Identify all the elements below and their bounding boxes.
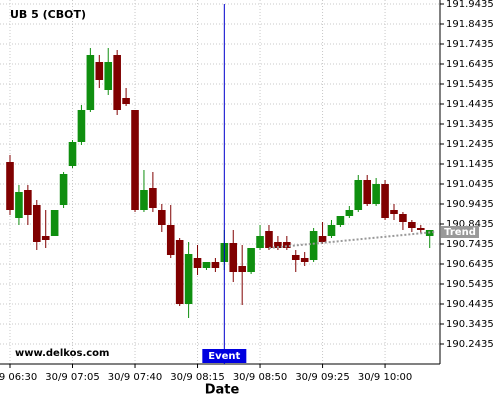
candle-body [59,174,68,205]
candle-body [238,266,246,272]
x-tick-label: 30/9 10:00 [358,372,412,383]
candle-body [372,184,380,204]
y-tick-label: 191.1435 [446,159,494,170]
candle-body [184,254,193,304]
x-tick-label: 30/9 07:05 [45,372,99,383]
y-tick-label: 191.0435 [446,179,494,190]
trend-label-box [441,226,479,238]
candle-body [193,258,202,268]
candle-body [95,62,104,80]
trend-line [268,231,435,249]
candle-body [291,255,300,260]
candle-body [300,258,309,262]
y-tick-label: 191.3435 [446,119,494,130]
y-tick-label: 190.7435 [446,239,494,250]
y-tick-label: 191.9435 [446,0,494,10]
candle-body [256,236,264,248]
candle-body [32,205,41,242]
x-tick-label: 30/9 08:15 [170,372,224,383]
candle-body [229,243,238,272]
candle-body [354,180,363,210]
event-label-box [202,349,247,363]
candle-body [399,214,407,222]
y-tick-label: 191.5435 [446,79,494,90]
watermark: www.delkos.com [15,348,109,359]
candle-body [68,142,77,166]
candle-body [363,180,371,204]
candle-body [122,98,130,104]
x-tick-label: 30/9 07:40 [108,372,162,383]
y-tick-label: 191.4435 [446,99,494,110]
candle-body [247,248,255,272]
candle-body [166,225,175,255]
y-tick-label: 190.5435 [446,279,494,290]
candle-body [416,228,425,230]
candle-body [327,225,336,236]
y-tick-label: 190.8435 [446,219,494,230]
candle-body [50,210,59,236]
candle-body [41,236,50,240]
candle-body [77,110,86,142]
y-tick-label: 191.7435 [446,39,494,50]
trend-label: Trend [444,227,476,238]
candle-body [202,262,211,268]
candle-body [131,110,139,210]
candle-body [15,192,23,218]
y-tick-label: 191.2435 [446,139,494,150]
candle-body [309,231,318,260]
x-axis-label: Date [205,383,240,398]
candle-body [265,231,273,248]
candle-body [140,190,148,210]
candle-body [390,210,398,214]
y-tick-label: 190.2435 [446,339,494,350]
candle-body [381,184,389,218]
candle-body [274,242,282,248]
candle-body [336,216,345,225]
chart-title: UB 5 (CBOT) [10,8,86,21]
y-tick-label: 190.3435 [446,319,494,330]
x-tick-label: 30/9 06:30 [0,372,37,383]
candle-body [113,55,121,110]
candle-body [158,210,166,225]
candle-body [408,222,416,228]
candle-body [6,162,14,210]
x-tick-label: 30/9 09:25 [295,372,349,383]
x-tick-label: 30/9 08:50 [233,372,287,383]
event-label: Event [208,351,240,362]
candle-body [175,240,184,304]
y-tick-label: 190.6435 [446,259,494,270]
candle-body [345,210,354,216]
candle-body [149,188,157,208]
candle-body [318,236,327,242]
y-tick-label: 191.6435 [446,59,494,70]
candle-body [211,262,220,268]
candle-body [24,190,32,215]
y-tick-label: 190.9435 [446,199,494,210]
candle-body [86,55,95,110]
candle-body [283,242,291,248]
y-tick-label: 190.4435 [446,299,494,310]
y-tick-label: 191.8435 [446,19,494,30]
candle-body [104,62,113,90]
